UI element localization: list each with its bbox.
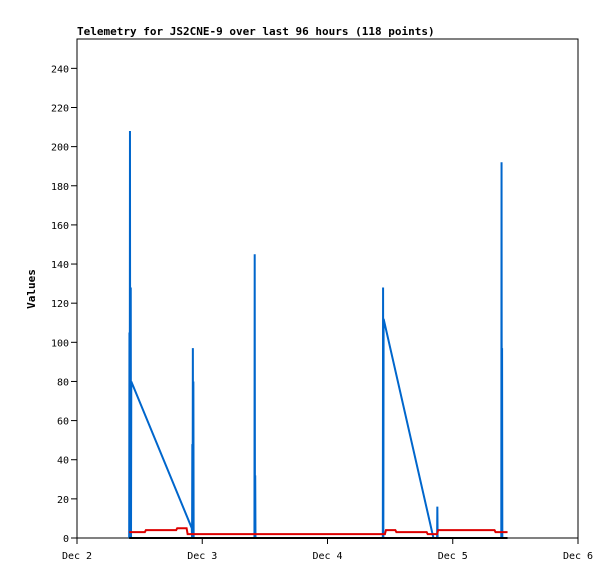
chart-title: Telemetry for JS2CNE-9 over last 96 hour… <box>77 25 435 38</box>
y-tick-label: 60 <box>57 417 69 428</box>
y-tick-label: 200 <box>51 143 69 154</box>
x-tick-label: Dec 4 <box>312 551 342 562</box>
series-line-2 <box>129 527 508 536</box>
y-tick-label: 220 <box>51 103 69 114</box>
x-tick-label: Dec 2 <box>62 551 92 562</box>
series-line-1 <box>128 130 504 539</box>
y-tick-label: 180 <box>51 182 69 193</box>
x-tick-label: Dec 5 <box>438 551 468 562</box>
y-tick-label: 0 <box>63 534 69 545</box>
y-tick-label: 160 <box>51 221 69 232</box>
x-tick-label: Dec 6 <box>563 551 593 562</box>
y-tick-label: 80 <box>57 377 69 388</box>
series-layer <box>128 130 508 539</box>
y-tick-label: 100 <box>51 338 69 349</box>
y-tick-label: 240 <box>51 64 69 75</box>
y-tick-label: 140 <box>51 260 69 271</box>
y-tick-label: 120 <box>51 299 69 310</box>
y-axis-ticks: 0 20 40 60 80 100 120 140 160 180 200 220 240 <box>51 64 77 545</box>
y-axis-label: Values <box>25 269 38 309</box>
x-tick-label: Dec 3 <box>187 551 217 562</box>
y-tick-label: 20 <box>57 495 69 506</box>
y-tick-label: 40 <box>57 456 69 467</box>
x-axis-ticks: Dec 2 Dec 3 Dec 4 Dec 5 Dec 6 <box>62 538 593 562</box>
